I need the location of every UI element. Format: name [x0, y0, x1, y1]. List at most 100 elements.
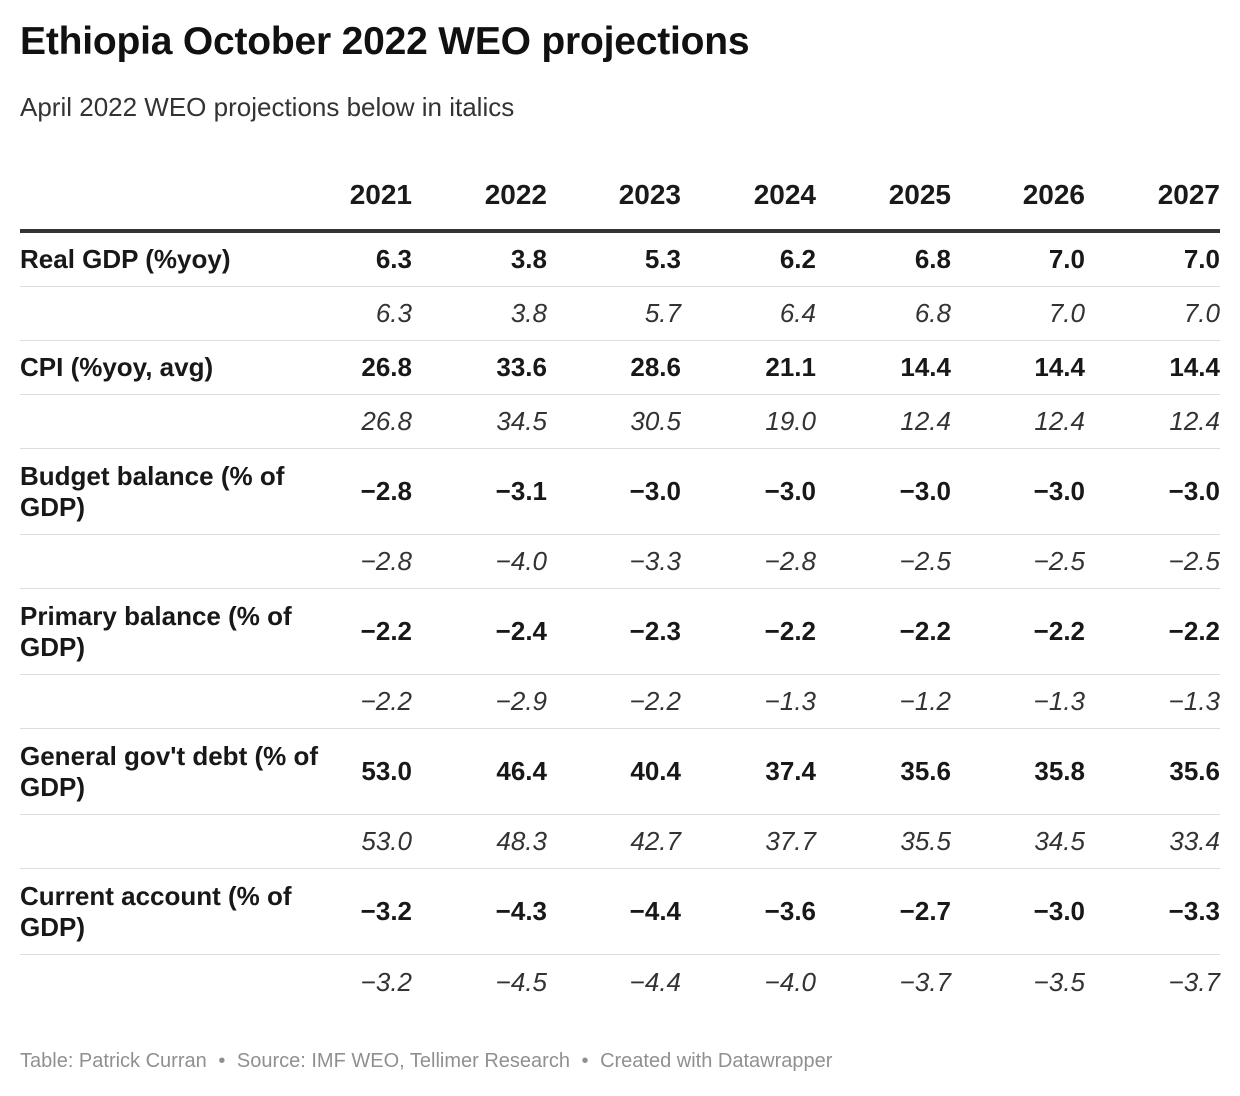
- table-row-october-2022: Current account (% of GDP) −3.2 −4.3 −4.4 −3…: [20, 869, 1220, 955]
- value-october-2022: −3.0: [1168, 476, 1220, 506]
- row-label: Budget balance (% of GDP): [20, 460, 285, 522]
- value-april-2022: −4.5: [495, 966, 547, 997]
- value-october-2022: −3.6: [764, 896, 816, 926]
- value-april-2022: −2.8: [764, 546, 816, 576]
- value-october-2022: −3.1: [495, 476, 547, 506]
- value-october-2022: 33.6: [496, 352, 547, 382]
- value-april-2022: 12.4: [1034, 406, 1085, 436]
- value-october-2022: 6.2: [779, 244, 816, 274]
- value-april-2022: −4.0: [495, 546, 547, 576]
- value-april-2022: −1.3: [1168, 686, 1220, 716]
- chart-subtitle: April 2022 WEO projections below in ital…: [20, 92, 515, 122]
- value-october-2022: 14.4: [1169, 352, 1220, 382]
- value-april-2022: −2.9: [495, 686, 547, 716]
- table-row-april-2022: −2.2 −2.9 −2.2 −1.3 −1.2 −1.3 −1.3: [20, 675, 1220, 729]
- value-october-2022: −2.3: [629, 616, 681, 646]
- value-october-2022: 46.4: [496, 756, 547, 786]
- value-april-2022: 30.5: [630, 406, 681, 436]
- created-with-note: Created with Datawrapper: [600, 1050, 833, 1072]
- value-april-2022: 6.8: [914, 298, 951, 328]
- value-october-2022: 3.8: [510, 244, 547, 274]
- value-april-2022: −3.5: [1033, 966, 1085, 997]
- value-april-2022: 19.0: [765, 406, 816, 436]
- value-april-2022: −1.3: [1033, 686, 1085, 716]
- value-october-2022: 28.6: [630, 352, 681, 382]
- column-header-2021: 2021: [349, 178, 412, 210]
- row-label: Real GDP (%yoy): [20, 244, 231, 274]
- value-april-2022: −3.3: [629, 546, 681, 576]
- table-row-october-2022: Real GDP (%yoy) 6.3 3.8 5.3 6.2 6.8 7.0 7.0: [20, 233, 1220, 287]
- value-october-2022: −4.3: [495, 896, 547, 926]
- value-october-2022: −3.0: [899, 476, 951, 506]
- value-april-2022: 34.5: [496, 406, 547, 436]
- value-april-2022: 37.7: [765, 826, 816, 856]
- column-header-2022: 2022: [484, 178, 547, 210]
- table-row-april-2022: −2.8 −4.0 −3.3 −2.8 −2.5 −2.5 −2.5: [20, 535, 1220, 589]
- table-row-april-2022: 53.0 48.3 42.7 37.7 35.5 34.5 33.4: [20, 815, 1220, 869]
- value-april-2022: −4.4: [629, 966, 681, 997]
- value-april-2022: −3.7: [899, 966, 951, 997]
- chart-title: Ethiopia October 2022 WEO projections: [20, 20, 750, 63]
- value-october-2022: 6.3: [375, 244, 412, 274]
- value-april-2022: −4.0: [764, 966, 816, 997]
- table-row-april-2022: 6.3 3.8 5.7 6.4 6.8 7.0 7.0: [20, 287, 1220, 341]
- value-october-2022: 14.4: [1034, 352, 1085, 382]
- value-april-2022: −2.5: [1033, 546, 1085, 576]
- projections-table: 2021 2022 2023 2024 2025 2026 2027 Real GDP (%…: [20, 160, 1220, 1009]
- value-october-2022: 40.4: [630, 756, 681, 786]
- value-october-2022: 14.4: [900, 352, 951, 382]
- value-october-2022: 21.1: [765, 352, 816, 382]
- value-april-2022: 6.4: [779, 298, 816, 328]
- footer-separator: •: [581, 1050, 589, 1072]
- value-april-2022: −2.5: [899, 546, 951, 576]
- column-header-2027: 2027: [1157, 178, 1220, 210]
- table-row-april-2022: −3.2 −4.5 −4.4 −4.0 −3.7 −3.5 −3.7: [20, 955, 1220, 1009]
- value-april-2022: 12.4: [1169, 406, 1220, 436]
- value-october-2022: 6.8: [914, 244, 951, 274]
- row-label: General gov't debt (% of GDP): [20, 740, 318, 802]
- row-label: Current account (% of GDP): [20, 880, 292, 942]
- value-april-2022: 42.7: [630, 826, 681, 856]
- value-april-2022: 12.4: [900, 406, 951, 436]
- value-october-2022: −2.2: [1033, 616, 1085, 646]
- value-april-2022: −2.2: [360, 686, 412, 716]
- value-october-2022: −2.2: [899, 616, 951, 646]
- row-label: CPI (%yoy, avg): [20, 352, 214, 382]
- value-october-2022: 7.0: [1048, 244, 1085, 274]
- value-october-2022: −3.0: [764, 476, 816, 506]
- value-april-2022: −3.2: [360, 966, 412, 997]
- value-october-2022: −2.2: [1168, 616, 1220, 646]
- value-april-2022: 6.3: [375, 298, 412, 328]
- value-october-2022: −3.2: [360, 896, 412, 926]
- chart-footer: Table: Patrick Curran • Source: IMF WEO,…: [20, 1050, 832, 1073]
- table-row-april-2022: 26.8 34.5 30.5 19.0 12.4 12.4 12.4: [20, 395, 1220, 449]
- table-row-october-2022: Budget balance (% of GDP) −2.8 −3.1 −3.0 −3.…: [20, 449, 1220, 535]
- value-october-2022: −3.3: [1168, 896, 1220, 926]
- table-header-row: 2021 2022 2023 2024 2025 2026 2027: [20, 160, 1220, 233]
- table-body: Real GDP (%yoy) 6.3 3.8 5.3 6.2 6.8 7.0 7.0 6.3 3…: [20, 233, 1220, 1009]
- column-header-2025: 2025: [888, 178, 951, 210]
- footer-separator: •: [218, 1050, 226, 1072]
- table-row-october-2022: CPI (%yoy, avg) 26.8 33.6 28.6 21.1 14.4 14.4 1…: [20, 341, 1220, 395]
- value-april-2022: 26.8: [361, 406, 412, 436]
- value-october-2022: 7.0: [1183, 244, 1220, 274]
- value-october-2022: 53.0: [361, 756, 412, 786]
- value-october-2022: −2.4: [495, 616, 547, 646]
- table-row-october-2022: General gov't debt (% of GDP) 53.0 46.4 40.…: [20, 729, 1220, 815]
- value-april-2022: 33.4: [1169, 826, 1220, 856]
- column-header-2024: 2024: [753, 178, 816, 210]
- value-october-2022: −3.0: [1033, 476, 1085, 506]
- value-october-2022: −2.7: [899, 896, 951, 926]
- value-april-2022: −1.2: [899, 686, 951, 716]
- value-april-2022: 53.0: [361, 826, 412, 856]
- value-october-2022: −2.8: [360, 476, 412, 506]
- value-october-2022: 5.3: [644, 244, 681, 274]
- source-note: Source: IMF WEO, Tellimer Research: [236, 1050, 570, 1072]
- value-april-2022: −2.5: [1168, 546, 1220, 576]
- value-october-2022: 35.8: [1034, 756, 1085, 786]
- value-april-2022: 7.0: [1048, 298, 1085, 328]
- value-october-2022: 26.8: [361, 352, 412, 382]
- table-credit: Table: Patrick Curran: [20, 1050, 207, 1072]
- value-april-2022: 35.5: [900, 826, 951, 856]
- value-april-2022: 5.7: [644, 298, 681, 328]
